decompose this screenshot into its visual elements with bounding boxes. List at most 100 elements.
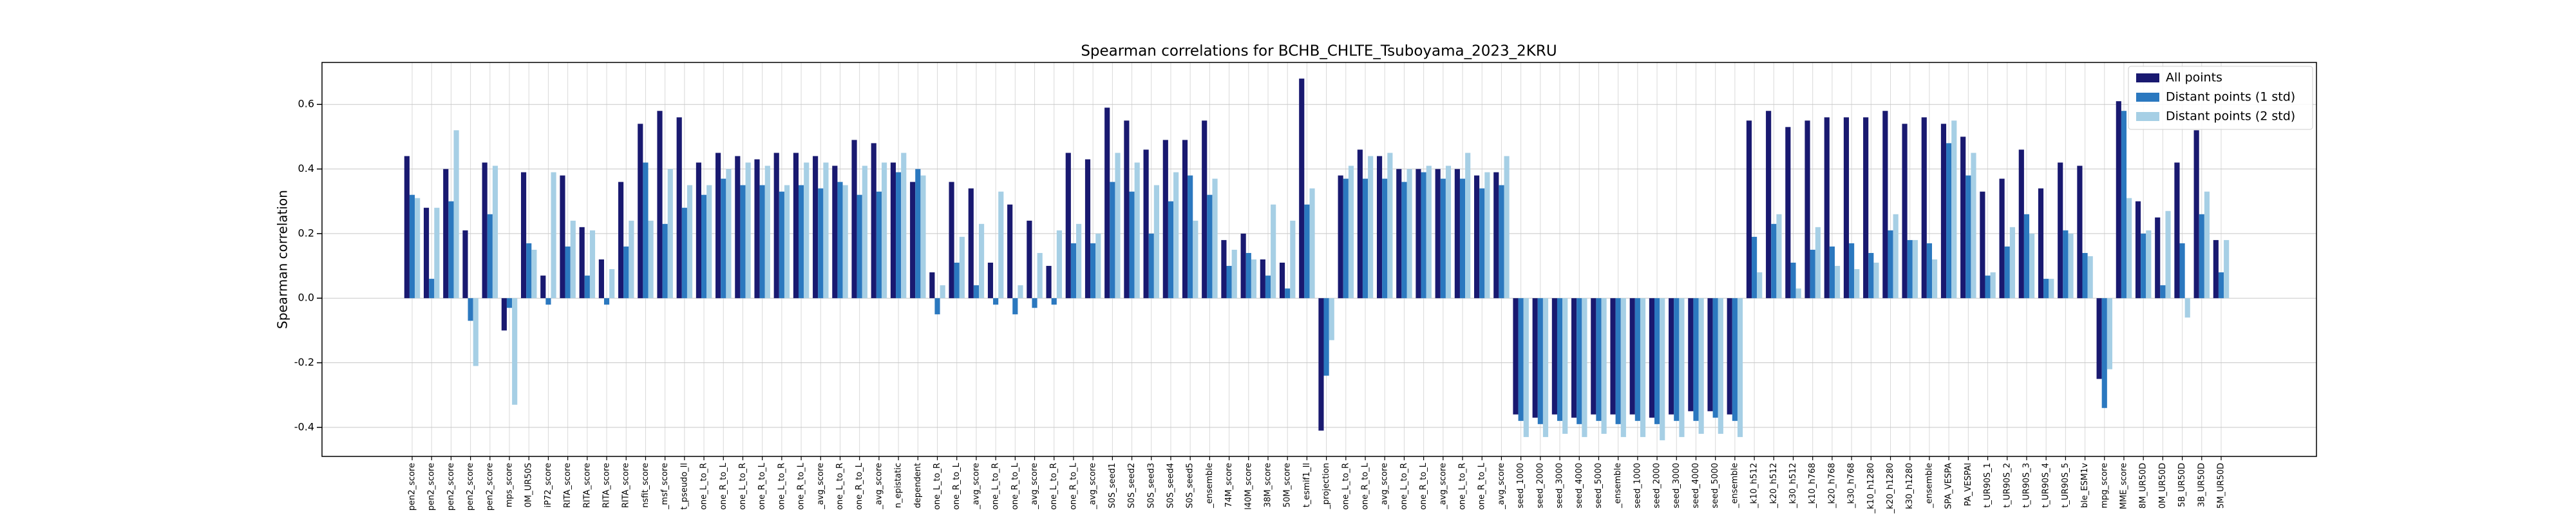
x-tick-label: _ensemble: [1730, 463, 1739, 509]
bar: [1027, 220, 1032, 299]
bar: [492, 165, 498, 299]
x-tick-label: _k10_h512: [1750, 463, 1759, 509]
y-tick-label: -0.4: [294, 420, 314, 433]
x-tick-label: PA_VESPAl: [1964, 463, 1973, 506]
x-tick-label: t_UR90S_3: [2022, 463, 2031, 508]
bar: [2204, 191, 2210, 299]
bar: [1124, 120, 1130, 299]
bar: [531, 249, 537, 299]
bar: [1202, 120, 1208, 299]
bar: [973, 285, 980, 299]
bar: [2082, 252, 2088, 299]
bar: [799, 185, 804, 299]
x-tick-label: one_R_to_L: [952, 462, 961, 510]
bar: [584, 276, 590, 299]
bar: [648, 220, 654, 299]
bar: [1932, 259, 1938, 299]
bar: [915, 169, 921, 299]
x-tick-label: mps_score: [505, 463, 515, 507]
bar: [1971, 153, 1976, 299]
x-tick-label: one_L_to_R: [777, 463, 786, 510]
bar: [1854, 269, 1860, 299]
bar: [954, 263, 960, 299]
x-tick-label: _avg_score: [971, 463, 981, 510]
bar: [1226, 266, 1232, 299]
bar: [540, 276, 546, 299]
bar: [1999, 178, 2005, 299]
x-tick-label: one_R_to_L: [1477, 462, 1487, 510]
bar: [1907, 239, 1913, 299]
bar: [1518, 298, 1524, 421]
bar: [468, 298, 473, 321]
bar: [1134, 162, 1140, 299]
x-tick-label: _ensemble: [1205, 463, 1215, 509]
bar: [579, 227, 585, 299]
x-tick-label: RITA_score: [621, 463, 631, 508]
bar: [1771, 223, 1777, 299]
x-tick-label: one_R_to_L: [1419, 462, 1428, 510]
bar: [1285, 288, 1291, 299]
bar: [1396, 169, 1402, 299]
bar: [1660, 298, 1665, 440]
bar: [1435, 169, 1441, 299]
x-tick-label: t_esmif1_ll: [1302, 463, 1312, 507]
bar: [998, 191, 1004, 299]
bar: [643, 162, 649, 299]
bar: [2023, 214, 2030, 299]
bar: [1260, 259, 1265, 299]
x-tick-label: pen2_score: [466, 463, 475, 510]
x-tick-label: S0S_seed2: [1127, 463, 1137, 509]
bar: [2135, 201, 2141, 299]
x-tick-label: l40M_score: [1244, 463, 1253, 510]
bar: [1265, 276, 1271, 299]
x-tick-label: one_L_to_R: [933, 463, 942, 510]
bar: [1329, 298, 1334, 341]
x-tick-label: _avg_score: [1030, 463, 1039, 510]
bar: [1679, 298, 1685, 437]
bar: [920, 175, 926, 299]
bar: [2018, 149, 2024, 299]
bar: [745, 162, 751, 299]
bar: [1843, 117, 1850, 299]
bar: [842, 185, 848, 299]
bar: [1868, 252, 1874, 299]
bar: [2009, 227, 2015, 299]
bar: [1188, 175, 1193, 299]
bar: [1401, 182, 1407, 299]
x-tick-label: seed_2000: [1535, 463, 1545, 509]
bar: [896, 172, 902, 299]
legend-swatch: [2136, 93, 2159, 102]
bar: [1095, 233, 1101, 299]
bar: [2068, 233, 2074, 299]
bar: [1674, 298, 1680, 421]
x-tick-label: _k20_h768: [1827, 463, 1837, 509]
bar: [409, 194, 415, 299]
x-tick-label: RITA_score: [582, 463, 592, 508]
bar: [1718, 298, 1723, 434]
x-tick-label: seed_4000: [1575, 463, 1584, 509]
bar: [1596, 298, 1602, 421]
bar: [1766, 111, 1772, 299]
bar: [1406, 169, 1412, 299]
bar: [1056, 230, 1062, 299]
bar: [1960, 136, 1966, 299]
bar: [1746, 120, 1752, 299]
bar: [1577, 298, 1582, 424]
x-tick-label: one_R_to_L: [1068, 462, 1078, 510]
bar: [1640, 298, 1646, 437]
bar: [667, 169, 673, 299]
x-tick-label: seed_1000: [1633, 463, 1642, 509]
bar: [1343, 178, 1349, 299]
bar: [453, 130, 459, 299]
x-tick-label: one_L_to_R: [835, 463, 845, 510]
bar: [487, 214, 493, 299]
x-tick-label: seed_5000: [1710, 463, 1720, 509]
bar: [1221, 239, 1227, 299]
x-tick-label: ble_ESM1v: [2080, 463, 2090, 508]
bar: [901, 153, 907, 299]
bar: [506, 298, 513, 308]
bar: [1776, 214, 1782, 299]
bar: [681, 207, 687, 299]
x-tick-label: _projection: [1321, 463, 1331, 509]
x-tick-label: _k10_h768: [1808, 463, 1817, 509]
